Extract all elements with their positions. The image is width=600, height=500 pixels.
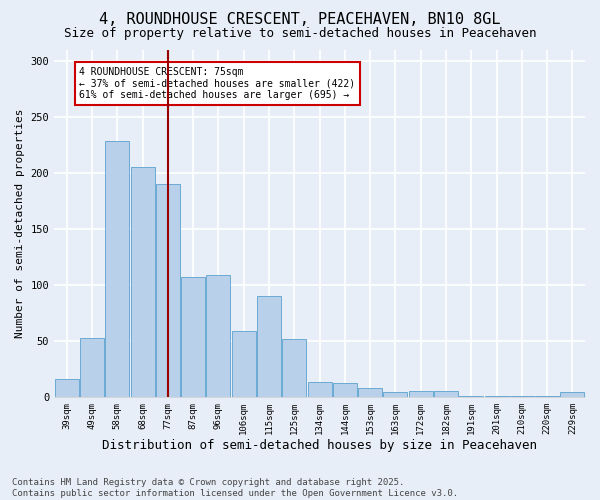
Bar: [55, 379, 79, 397]
Bar: [459, 396, 483, 397]
Bar: [434, 391, 458, 397]
Bar: [560, 392, 584, 397]
Bar: [257, 296, 281, 397]
Y-axis label: Number of semi-detached properties: Number of semi-detached properties: [15, 108, 25, 338]
Text: Contains HM Land Registry data © Crown copyright and database right 2025.
Contai: Contains HM Land Registry data © Crown c…: [12, 478, 458, 498]
Bar: [383, 392, 407, 397]
Bar: [232, 331, 256, 397]
Bar: [510, 396, 534, 397]
Bar: [131, 168, 155, 397]
Bar: [409, 391, 433, 397]
Text: 4, ROUNDHOUSE CRESCENT, PEACEHAVEN, BN10 8GL: 4, ROUNDHOUSE CRESCENT, PEACEHAVEN, BN10…: [99, 12, 501, 28]
Bar: [485, 396, 509, 397]
Bar: [308, 382, 332, 397]
Bar: [535, 396, 559, 397]
Bar: [206, 275, 230, 397]
Bar: [106, 140, 130, 397]
Bar: [156, 184, 180, 397]
Bar: [181, 277, 205, 397]
Bar: [333, 384, 357, 397]
Text: 4 ROUNDHOUSE CRESCENT: 75sqm
← 37% of semi-detached houses are smaller (422)
61%: 4 ROUNDHOUSE CRESCENT: 75sqm ← 37% of se…: [79, 67, 356, 100]
Bar: [80, 338, 104, 397]
Bar: [282, 338, 307, 397]
X-axis label: Distribution of semi-detached houses by size in Peacehaven: Distribution of semi-detached houses by …: [102, 440, 537, 452]
Text: Size of property relative to semi-detached houses in Peacehaven: Size of property relative to semi-detach…: [64, 28, 536, 40]
Bar: [358, 388, 382, 397]
